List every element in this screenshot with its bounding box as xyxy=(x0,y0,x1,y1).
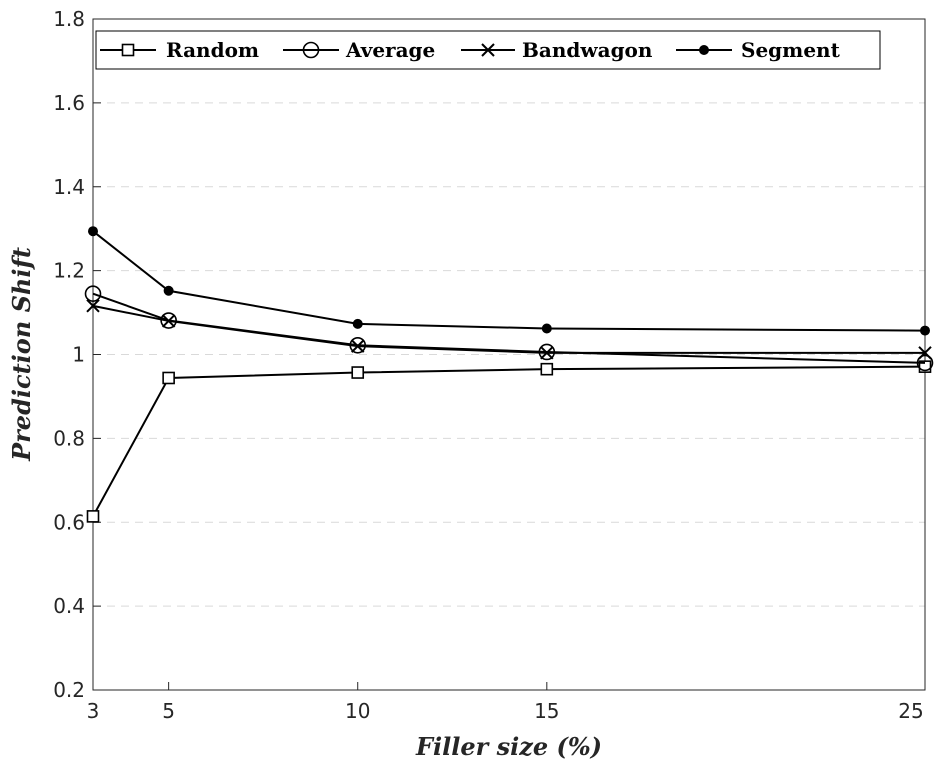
legend-label-average: Average xyxy=(345,38,435,62)
data-point-bandwagon xyxy=(161,314,176,328)
legend-marker-random xyxy=(121,43,135,57)
grid-lines xyxy=(93,102,925,607)
data-point-segment xyxy=(352,318,363,329)
legend-marker-average xyxy=(302,41,320,59)
data-point-random xyxy=(351,366,365,379)
legend-label-random: Random xyxy=(166,38,259,62)
series-group xyxy=(84,226,934,523)
y-tick-label: 1 xyxy=(72,343,85,367)
legend-item-random: Random xyxy=(100,38,259,62)
data-point-bandwagon xyxy=(540,346,554,360)
y-tick-label: 1.4 xyxy=(53,175,85,199)
legend: Random Average Bandwagon Segment xyxy=(95,30,881,70)
legend-item-segment: Segment xyxy=(676,38,841,62)
data-point-average xyxy=(160,312,177,329)
series-line-random xyxy=(92,365,926,517)
x-tick-label: 10 xyxy=(345,699,370,723)
y-tick-label: 1.8 xyxy=(53,7,85,31)
data-point-bandwagon xyxy=(86,299,100,313)
data-point-bandwagon xyxy=(351,339,365,353)
y-tick-label: 0.6 xyxy=(53,510,85,534)
x-tick-label: 15 xyxy=(534,699,559,723)
x-axis-title: Filler size (%) xyxy=(415,732,602,761)
y-tick-label: 0.2 xyxy=(53,678,85,702)
data-point-segment xyxy=(541,323,552,334)
data-point-random xyxy=(162,371,175,385)
series-random xyxy=(86,360,932,523)
series-bandwagon xyxy=(86,299,932,360)
y-tick-label: 1.6 xyxy=(53,91,85,115)
data-point-average xyxy=(916,354,934,372)
data-point-average xyxy=(84,285,102,302)
y-tick-label: 1.2 xyxy=(53,259,85,283)
data-point-bandwagon xyxy=(918,346,932,360)
data-point-random xyxy=(540,362,554,376)
legend-item-bandwagon: Bandwagon xyxy=(461,38,653,62)
data-point-segment xyxy=(920,325,930,336)
x-tick-label: 3 xyxy=(87,699,100,723)
series-line-segment xyxy=(92,230,926,332)
data-point-random xyxy=(86,510,100,523)
data-point-segment xyxy=(163,285,174,296)
x-tick-label: 5 xyxy=(162,699,175,723)
y-tick-label: 0.4 xyxy=(53,594,85,618)
axis-ticks: 0.2 0.4 0.6 0.8 1 1.2 1.4 1.6 1.8 3 5 10 15 25 xyxy=(53,7,926,723)
legend-item-average: Average xyxy=(283,38,435,62)
legend-marker-bandwagon xyxy=(481,43,495,57)
legend-marker-segment xyxy=(699,45,709,55)
y-axis-title: Prediction Shift xyxy=(7,247,36,462)
legend-label-bandwagon: Bandwagon xyxy=(522,38,653,62)
series-segment xyxy=(88,226,930,336)
x-tick-label: 25 xyxy=(898,699,923,723)
data-point-random xyxy=(918,360,932,373)
legend-label-segment: Segment xyxy=(741,38,841,62)
y-tick-label: 0.8 xyxy=(53,426,85,450)
data-point-segment xyxy=(88,226,98,237)
